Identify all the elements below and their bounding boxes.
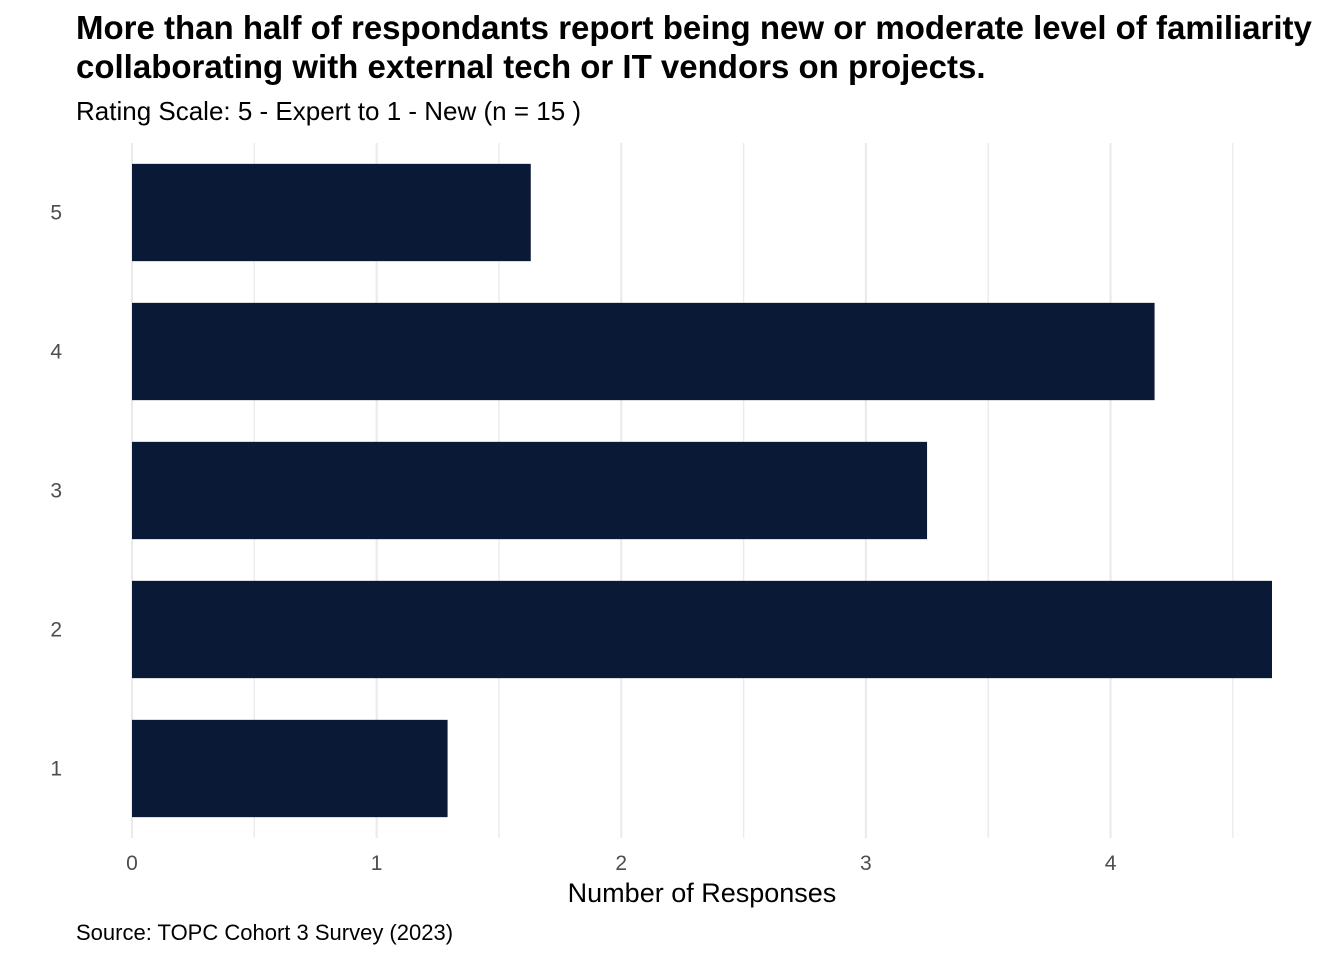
x-axis-title: Number of Responses xyxy=(568,878,837,908)
y-tick-label: 1 xyxy=(50,758,62,781)
x-tick-label: 4 xyxy=(1105,852,1117,875)
y-tick-label: 2 xyxy=(50,619,62,642)
x-tick-label: 0 xyxy=(126,852,138,875)
bar-rating-5 xyxy=(132,163,531,262)
bar-rating-1 xyxy=(132,719,448,818)
bar-rating-4 xyxy=(132,302,1155,401)
y-tick-label: 4 xyxy=(50,341,62,364)
y-tick-label: 5 xyxy=(50,202,62,225)
chart-title: More than half of respondants report bei… xyxy=(76,9,1312,85)
bar-rating-3 xyxy=(132,441,928,540)
chart-subtitle: Rating Scale: 5 - Expert to 1 - New (n =… xyxy=(76,96,582,126)
source-caption: Source: TOPC Cohort 3 Survey (2023) xyxy=(76,920,454,945)
bar-rating-2 xyxy=(132,580,1272,679)
y-tick-label: 3 xyxy=(50,480,62,503)
y-axis-ticks: 5 4 3 2 1 xyxy=(50,202,62,781)
x-tick-label: 3 xyxy=(860,852,872,875)
x-tick-label: 1 xyxy=(371,852,383,875)
bars-layer xyxy=(132,163,1272,818)
x-axis-ticks: 0 1 2 3 4 xyxy=(126,852,1117,875)
x-tick-label: 2 xyxy=(615,852,627,875)
